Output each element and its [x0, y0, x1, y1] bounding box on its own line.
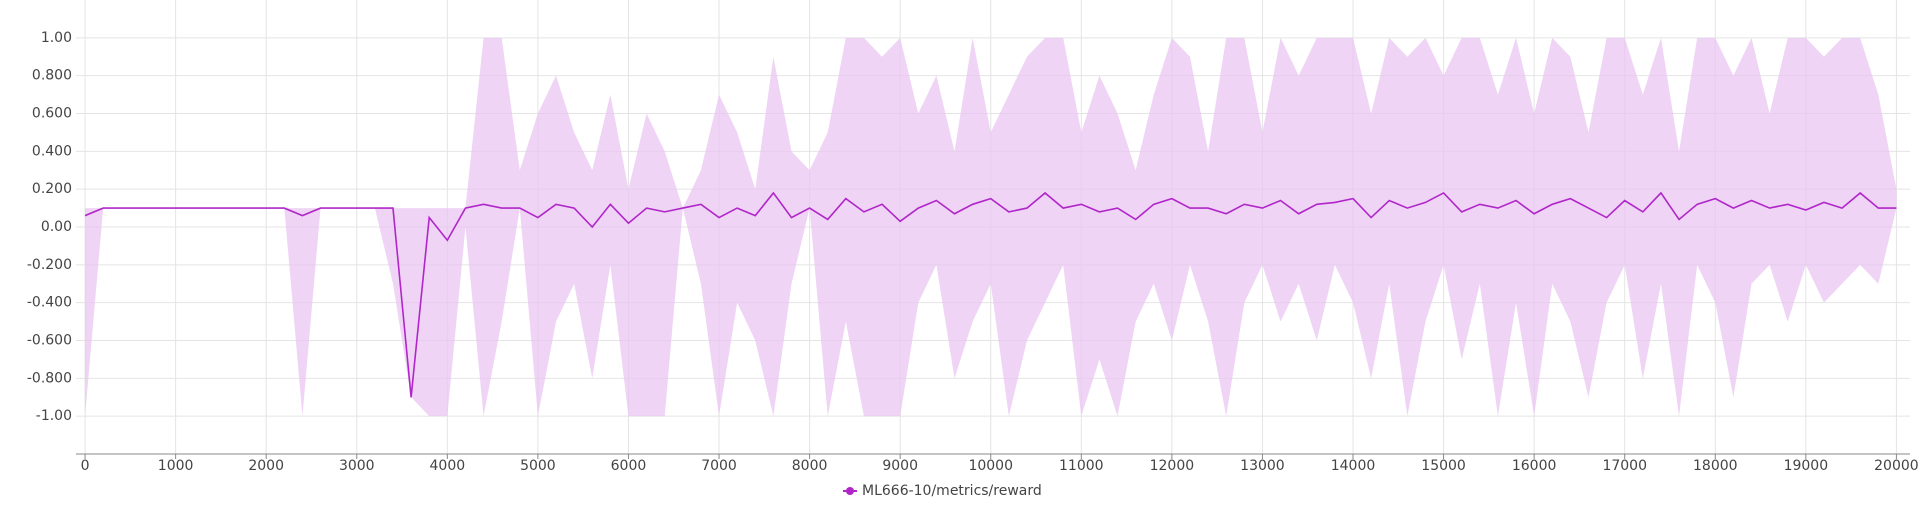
- x-tick-label: 9000: [882, 458, 918, 474]
- y-tick-label: 0.400: [32, 143, 72, 159]
- x-tick-label: 2000: [248, 458, 284, 474]
- x-tick-label: 11000: [1059, 458, 1104, 474]
- y-tick-label: -0.800: [27, 370, 72, 386]
- line: [84, 191, 1897, 398]
- x-tick-label: 4000: [430, 458, 466, 474]
- x-tick-label: 1000: [158, 458, 194, 474]
- y-tick-label: -0.200: [27, 257, 72, 273]
- range-band: [85, 37, 1897, 417]
- x-tick-label: 17000: [1602, 458, 1647, 474]
- y-tick-label: -0.400: [27, 295, 72, 311]
- x-tick-label: 19000: [1784, 458, 1829, 474]
- x-tick-label: 20000: [1874, 458, 1919, 474]
- legend-marker: [846, 487, 854, 495]
- x-tick-label: 7000: [701, 458, 737, 474]
- y-tick-label: -0.600: [27, 333, 72, 349]
- y-tick-label: 0.00: [41, 219, 72, 235]
- x-tick-label: 14000: [1331, 458, 1376, 474]
- x-tick-label: 6000: [611, 458, 647, 474]
- y-tick-label: 0.800: [32, 68, 72, 84]
- x-tick-label: 10000: [968, 458, 1013, 474]
- x-tick-label: 3000: [339, 458, 375, 474]
- x-tick-label: 12000: [1150, 458, 1195, 474]
- legend-label: ML666-10/metrics/reward: [862, 483, 1042, 499]
- x-tick-label: 16000: [1512, 458, 1557, 474]
- y-tick-label: -1.00: [36, 408, 72, 424]
- x-tick-label: 15000: [1421, 458, 1466, 474]
- y-tick-label: 1.00: [41, 30, 72, 46]
- x-tick-label: 0: [81, 458, 90, 474]
- x-tick-label: 13000: [1240, 458, 1285, 474]
- x-tick-label: 8000: [792, 458, 828, 474]
- y-tick-label: 0.200: [32, 181, 72, 197]
- x-tick-label: 18000: [1693, 458, 1738, 474]
- y-tick-label: 0.600: [32, 106, 72, 122]
- x-tick-label: 5000: [520, 458, 556, 474]
- legend-item: ML666-10/metrics/reward: [843, 483, 1042, 499]
